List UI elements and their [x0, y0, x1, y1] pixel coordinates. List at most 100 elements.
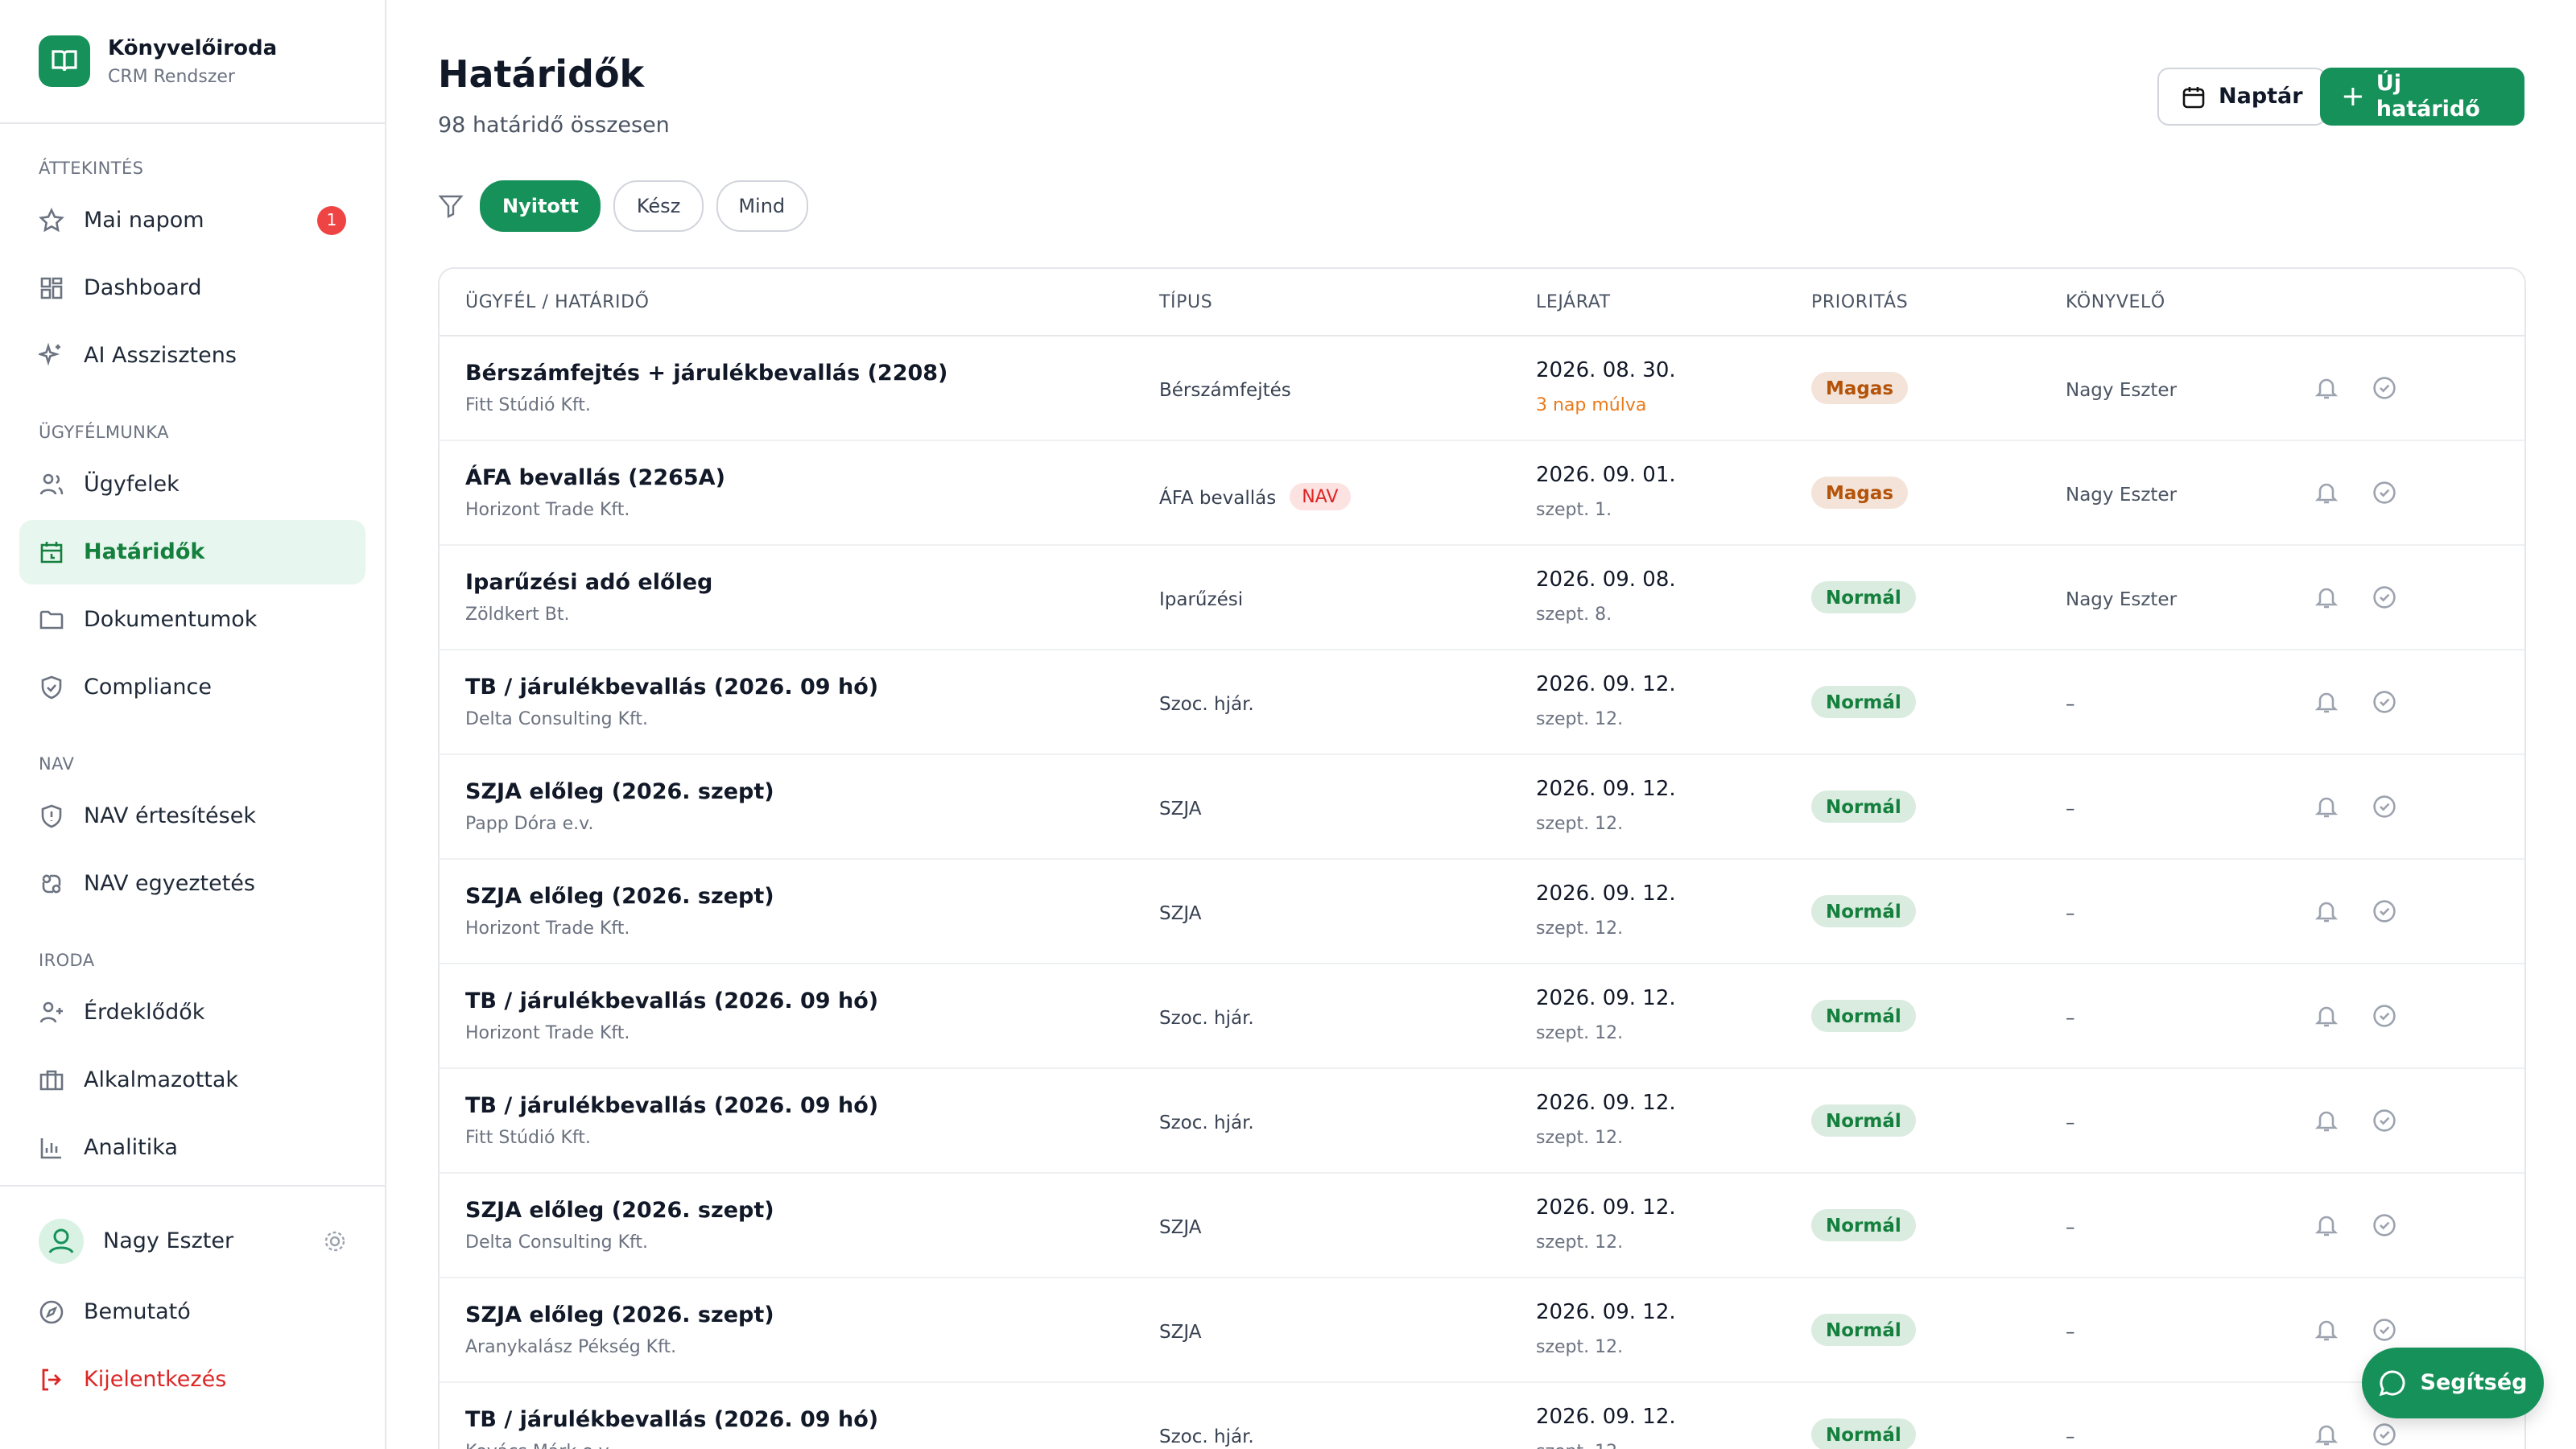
icon	[2373, 1214, 2396, 1236]
table-row[interactable]: ÁFA bevallás (2265A) Horizont Trade Kft. Á…	[440, 441, 2524, 546]
complete-button[interactable]	[2372, 480, 2397, 510]
nav-item[interactable]: Dashboard	[19, 256, 365, 320]
nav-label: NAV egyeztetés	[84, 871, 255, 897]
icon	[2373, 691, 2396, 713]
nav-section-label: ÁTTEKINTÉS	[39, 159, 144, 179]
deadlines-table: ÜGYFÉL / HATÁRIDŐ TÍPUS LEJÁRAT PRIORITÁS KÖ…	[438, 267, 2526, 1449]
type-cell: SZJA	[1159, 1320, 1201, 1343]
icon-shape	[2373, 586, 2396, 609]
reminder-button[interactable]	[2314, 794, 2339, 824]
reminder-button[interactable]	[2314, 1317, 2339, 1348]
complete-button[interactable]	[2372, 584, 2397, 615]
icon	[39, 1300, 64, 1324]
complete-button[interactable]	[2372, 689, 2397, 720]
table-row[interactable]: SZJA előleg (2026. szept) Horizont Trade …	[440, 860, 2524, 964]
calendar-button[interactable]: Naptár	[2157, 68, 2327, 126]
icon	[2373, 900, 2396, 923]
icon	[2314, 1425, 2339, 1446]
user[interactable]: Nagy Eszter	[19, 1206, 365, 1277]
nav-item[interactable]: Határidők	[19, 520, 365, 584]
reminder-button[interactable]	[2314, 480, 2339, 510]
nav-item[interactable]: NAV egyeztetés	[19, 852, 365, 916]
icon	[2314, 1216, 2339, 1236]
nav-item[interactable]: Érdeklődők	[19, 980, 365, 1045]
nav-item[interactable]: NAV értesítések	[19, 784, 365, 848]
icon-shape	[2373, 1109, 2396, 1132]
icon-shape	[2314, 692, 2339, 713]
nav-item[interactable]: AI Asszisztens	[19, 324, 365, 388]
accountant: Nagy Eszter	[2066, 483, 2178, 506]
nav-item[interactable]: Alkalmazottak	[19, 1048, 365, 1113]
reminder-button[interactable]	[2314, 1422, 2339, 1449]
icon	[2314, 588, 2339, 609]
nav-item[interactable]: Dokumentumok	[19, 588, 365, 652]
filter-chip[interactable]: Nyitott	[480, 180, 601, 232]
sidebar-bottom: Nagy Eszter Bemutató Kijelentkezés	[0, 1185, 385, 1415]
complete-button[interactable]	[2372, 1108, 2397, 1138]
priority-badge: Normál	[1811, 686, 1916, 718]
table-row[interactable]: TB / járulékbevallás (2026. 09 hó) Delta …	[440, 650, 2524, 755]
icon-shape	[40, 542, 63, 564]
reminder-button[interactable]	[2314, 1108, 2339, 1138]
table-row[interactable]: Iparűzési adó előleg Zöldkert Bt. Iparűzés…	[440, 546, 2524, 650]
complete-button[interactable]	[2372, 1003, 2397, 1034]
table-row[interactable]: TB / járulékbevallás (2026. 09 hó) Kovács…	[440, 1383, 2524, 1449]
icon-shape	[2373, 1319, 2396, 1341]
complete-button[interactable]	[2372, 898, 2397, 929]
deadline-title: Bérszámfejtés + járulékbevallás (2208)	[465, 361, 948, 386]
table-row[interactable]: Bérszámfejtés + járulékbevallás (2208) Fi…	[440, 336, 2524, 441]
icon-shape	[39, 343, 60, 366]
complete-button[interactable]	[2372, 794, 2397, 824]
icon	[41, 675, 62, 700]
new-deadline-button[interactable]: Új határidő	[2320, 68, 2524, 126]
accountant: –	[2066, 902, 2075, 924]
filter-chip[interactable]: Kész	[613, 180, 704, 232]
settings-icon[interactable]	[324, 1230, 346, 1253]
type-cell: SZJA	[1159, 1216, 1201, 1238]
demo-link[interactable]: Bemutató	[19, 1280, 365, 1344]
nav-section-label: IRODA	[39, 952, 95, 971]
icon	[39, 208, 64, 233]
nav-item[interactable]: Compliance	[19, 655, 365, 720]
icon	[42, 874, 61, 894]
complete-button[interactable]	[2372, 1212, 2397, 1243]
filter-icon	[438, 195, 464, 218]
reminder-button[interactable]	[2314, 1003, 2339, 1034]
column-header: TÍPUS	[1159, 291, 1213, 312]
icon-shape	[2373, 1214, 2396, 1236]
help-button[interactable]: Segítség	[2362, 1348, 2544, 1418]
priority-badge: Magas	[1811, 372, 1909, 404]
table-row[interactable]: SZJA előleg (2026. szept) Delta Consultin…	[440, 1174, 2524, 1278]
icon-shape	[40, 277, 63, 299]
logo	[39, 35, 90, 87]
deadline-title: TB / járulékbevallás (2026. 09 hó)	[465, 1407, 879, 1433]
nav-item[interactable]: Mai napom 1	[19, 188, 365, 253]
logout-link[interactable]: Kijelentkezés	[19, 1348, 365, 1412]
reminder-button[interactable]	[2314, 375, 2339, 406]
table-row[interactable]: SZJA előleg (2026. szept) Aranykalász Pék…	[440, 1278, 2524, 1383]
table-row[interactable]: TB / járulékbevallás (2026. 09 hó) Fitt S…	[440, 1069, 2524, 1174]
filter-chip[interactable]: Mind	[716, 180, 808, 232]
nav-item[interactable]: Analitika	[19, 1116, 365, 1180]
column-header: PRIORITÁS	[1811, 291, 1909, 312]
reminder-button[interactable]	[2314, 898, 2339, 929]
accountant: –	[2066, 797, 2075, 819]
reminder-button[interactable]	[2314, 689, 2339, 720]
table-row[interactable]: TB / járulékbevallás (2026. 09 hó) Horizo…	[440, 964, 2524, 1069]
nav-label: NAV értesítések	[84, 803, 256, 829]
due-note: szept. 12.	[1536, 918, 1624, 939]
type: SZJA	[1159, 1216, 1202, 1238]
icon-shape	[39, 1070, 64, 1091]
reminder-button[interactable]	[2314, 584, 2339, 615]
complete-button[interactable]	[2372, 1422, 2397, 1449]
nav-item[interactable]: Ügyfelek	[19, 452, 365, 517]
reminder-button[interactable]	[2314, 1212, 2339, 1243]
table-row[interactable]: SZJA előleg (2026. szept) Papp Dóra e.v. S…	[440, 755, 2524, 860]
type-cell: SZJA	[1159, 902, 1201, 924]
complete-button[interactable]	[2372, 1317, 2397, 1348]
type-cell: Bérszámfejtés	[1159, 378, 1291, 401]
complete-button[interactable]	[2372, 375, 2397, 406]
accountant: –	[2066, 1216, 2075, 1238]
brand-subtitle: CRM Rendszer	[108, 65, 235, 86]
